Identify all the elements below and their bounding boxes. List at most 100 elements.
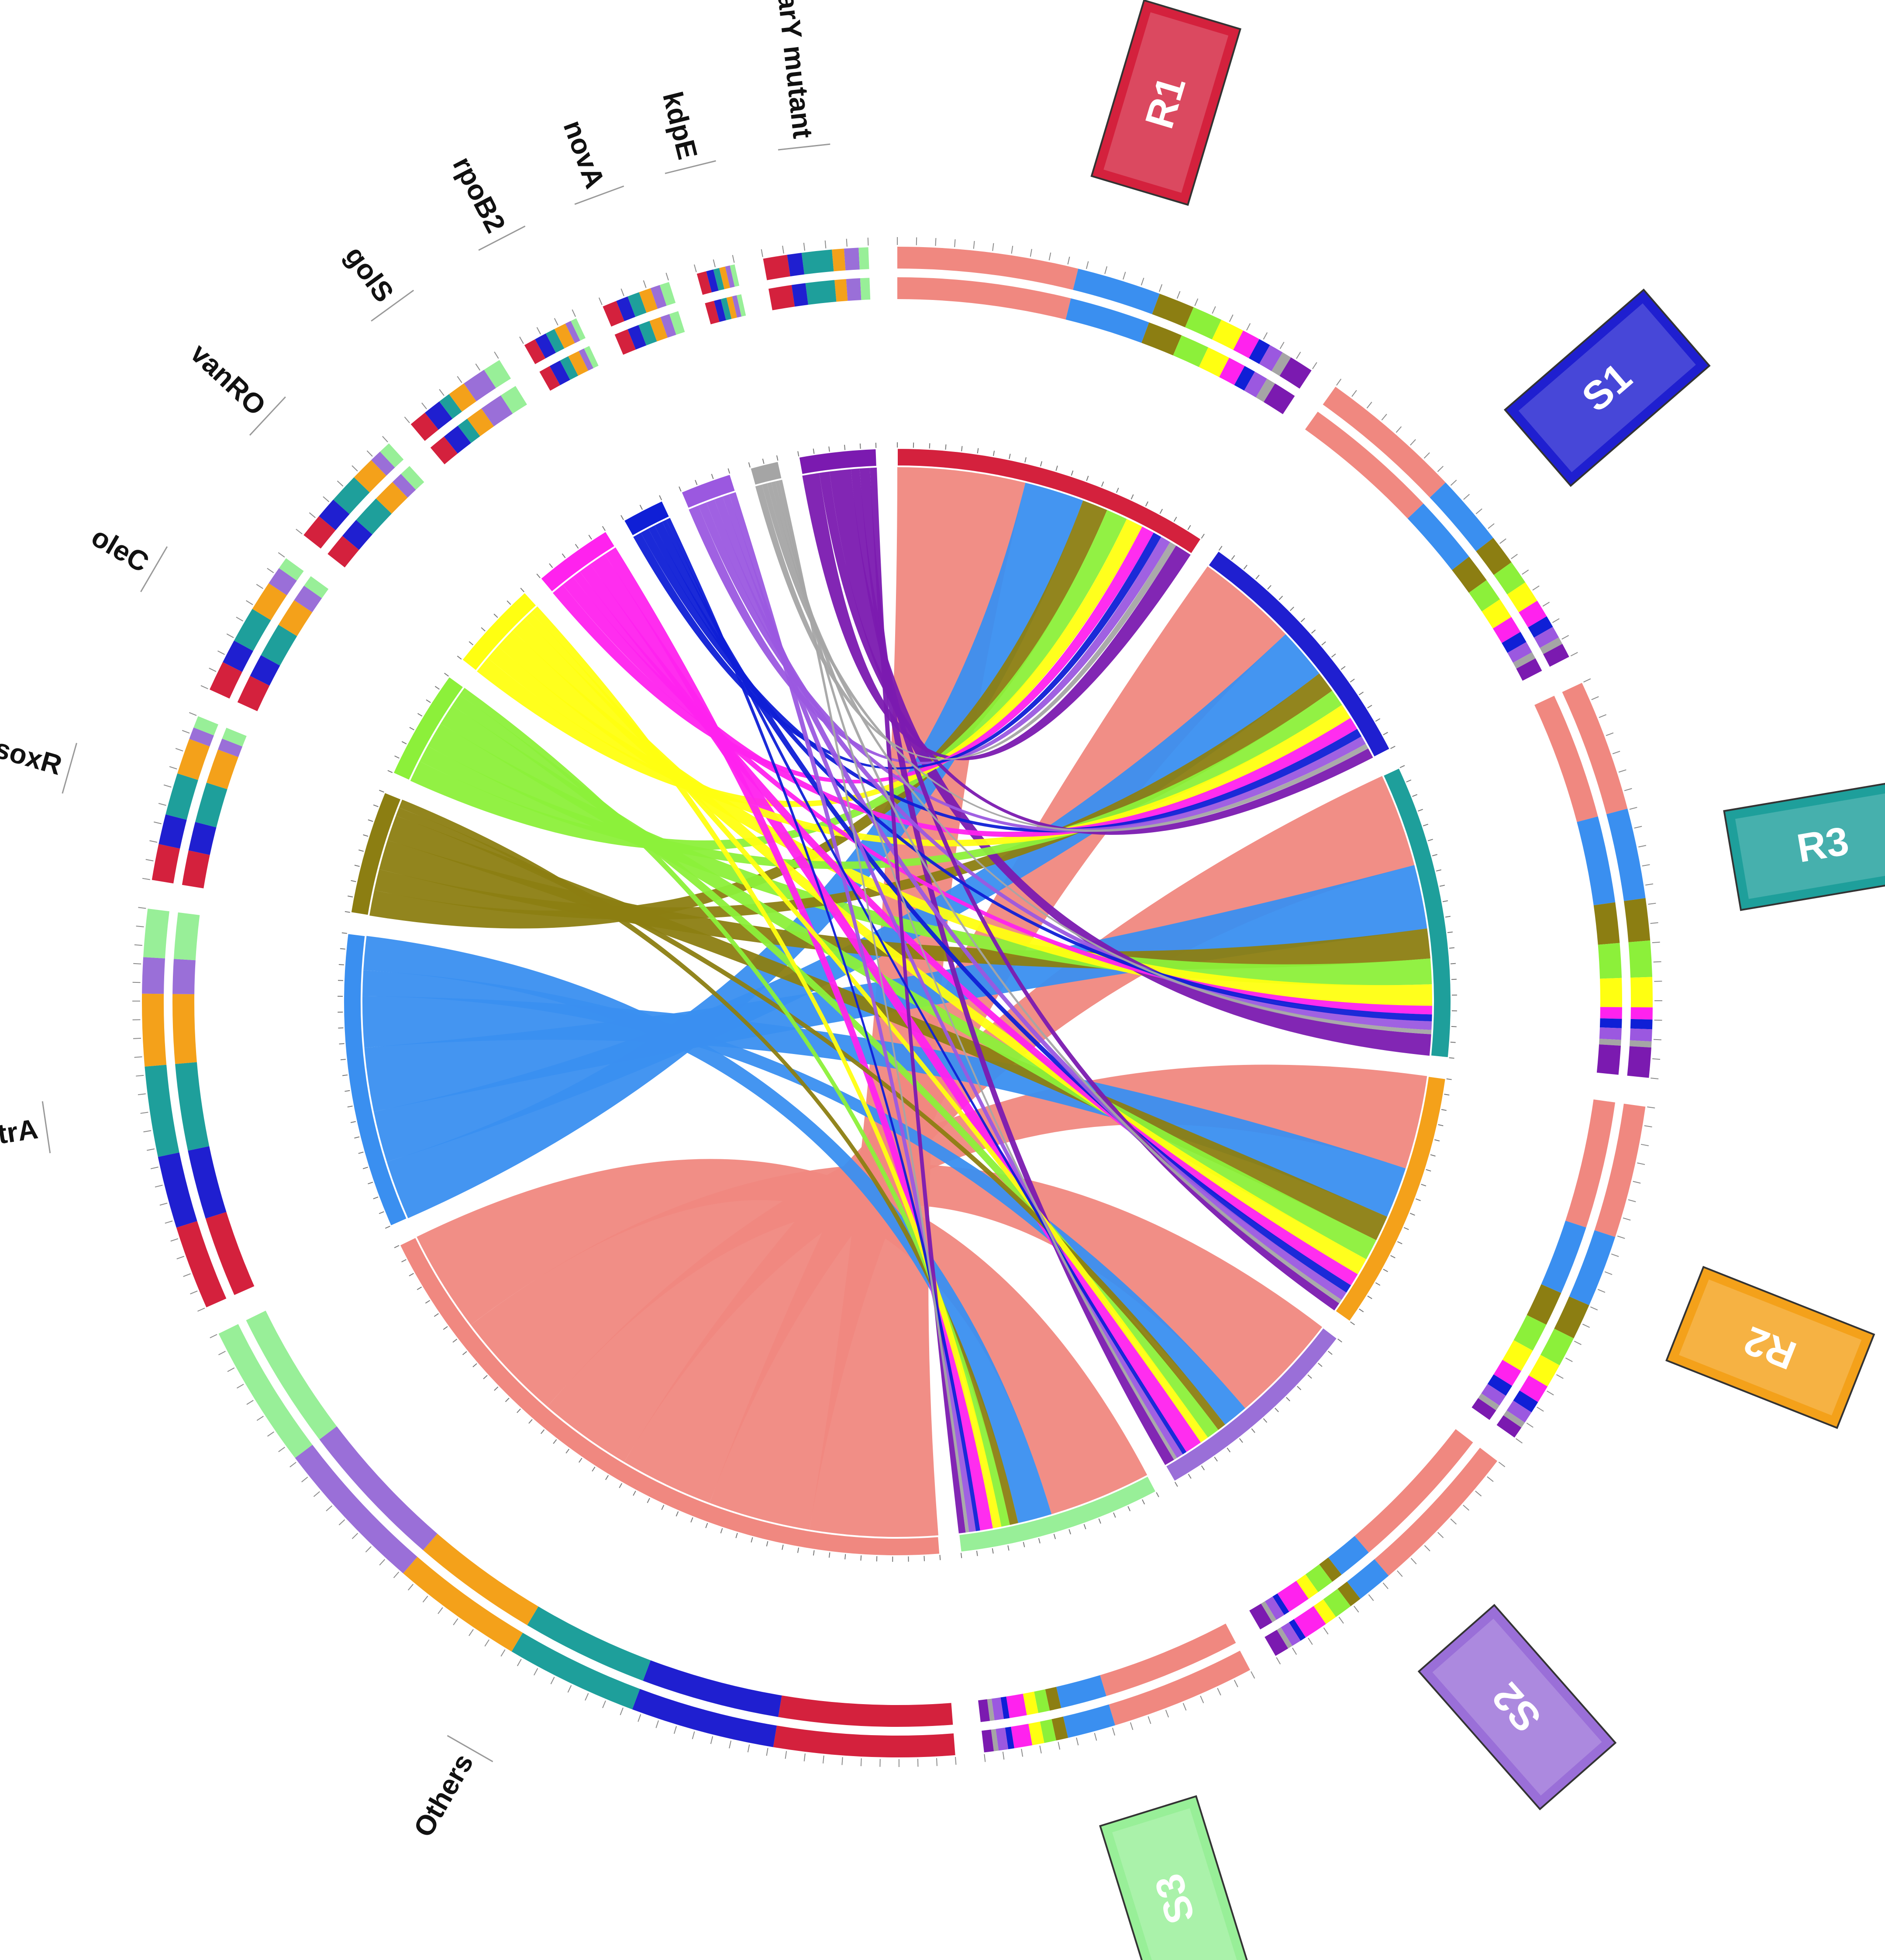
outer-ring-1-segment: [1000, 1696, 1010, 1719]
outer-tick: [1437, 1532, 1444, 1538]
outer-tick: [1212, 306, 1216, 314]
outer-ring-1-segment: [1141, 322, 1182, 356]
outer-tick: [1516, 1438, 1523, 1444]
inner-arc-s1: [1207, 550, 1391, 758]
outer-tick: [935, 238, 937, 246]
inner-tick: [520, 588, 525, 592]
inner-tick: [1300, 618, 1305, 622]
inner-tick: [1071, 470, 1074, 476]
outer-ring-1-segment: [444, 425, 471, 454]
gene-label-bracket: [249, 396, 286, 436]
sample-label-box: [1090, 0, 1242, 206]
outer-tick: [1556, 1374, 1564, 1379]
inner-arc-s2: [1165, 1327, 1338, 1482]
inner-tick: [394, 1245, 400, 1248]
outer-ring-2-segment: [1347, 1559, 1389, 1599]
sample-label-bevel: [1103, 12, 1229, 193]
inner-arc-mtra: [343, 933, 408, 1226]
inner-tick: [338, 964, 344, 965]
outer-ring-2-segment: [1011, 1723, 1033, 1749]
outer-ring-1-segment: [1023, 1691, 1038, 1715]
outer-ring-1-segment: [1056, 1675, 1106, 1709]
inner-tick: [605, 1475, 609, 1480]
gene-label-text: parY mutant: [770, 0, 819, 140]
inner-tick: [462, 1351, 467, 1355]
outer-ring-1-segment: [423, 1533, 538, 1626]
inner-tick: [387, 770, 393, 773]
outer-ring-2-segment: [571, 318, 586, 341]
outer-ring-2-segment: [1528, 616, 1553, 638]
outer-tick: [1011, 245, 1013, 254]
inner-tick: [401, 1259, 407, 1263]
outer-ring-1-segment: [714, 299, 726, 322]
inner-tick: [766, 1541, 768, 1547]
outer-tick: [469, 1629, 474, 1636]
sample-label-bevel: [1112, 1808, 1239, 1960]
outer-tick: [1463, 1505, 1470, 1511]
inner-tick: [639, 505, 643, 510]
ribbon-S3-mtra: [363, 936, 1052, 1523]
ribbon-R2-olec: [441, 705, 1376, 1260]
outer-ring-2-segment: [449, 383, 476, 412]
inner-arc-others: [399, 1237, 941, 1556]
outer-ring-2-segment: [279, 558, 304, 581]
inner-tick: [425, 1300, 431, 1304]
outer-ring-2-segment: [252, 583, 287, 620]
outer-ring-1-segment: [1264, 383, 1295, 414]
inner-tick: [368, 819, 373, 822]
outer-tick: [1623, 1217, 1631, 1221]
ribbon-R2-mtra: [362, 996, 1406, 1217]
outer-ring-1-segment: [737, 294, 746, 317]
outer-ring-2-segment: [193, 716, 218, 736]
outer-ring-1-segment: [205, 1212, 255, 1295]
outer-ring-1-segment: [175, 1062, 210, 1151]
outer-tick: [226, 633, 234, 638]
outer-ring-2-segment: [1630, 1028, 1652, 1042]
inner-tick: [1432, 854, 1437, 857]
outer-ring-1-segment: [1199, 347, 1230, 377]
outer-tick: [175, 748, 183, 751]
inner-tick: [1098, 1518, 1101, 1524]
outer-ring-1-segment: [1507, 642, 1532, 663]
outer-ring-1-segment: [726, 296, 737, 319]
inner-tick: [1173, 517, 1177, 522]
inner-tick: [348, 896, 353, 898]
outer-ring-1-segment: [1219, 358, 1245, 385]
outer-tick: [182, 730, 190, 734]
inner-tick: [1024, 457, 1027, 463]
outer-ring-1-segment: [527, 1606, 651, 1681]
outer-tick: [1487, 1476, 1494, 1482]
outer-tick: [643, 280, 647, 288]
outer-tick: [1381, 413, 1387, 420]
outer-ring-2-segment: [650, 285, 667, 309]
outer-ring-2-segment: [1624, 898, 1651, 943]
outer-ring-2-segment: [639, 288, 658, 313]
outer-tick: [1604, 1271, 1613, 1275]
outer-ring-2-segment: [1630, 977, 1653, 1008]
outer-tick: [133, 1037, 141, 1039]
inner-tick: [797, 1547, 799, 1553]
outer-ring-2-segment: [991, 1729, 999, 1751]
inner-tick: [1358, 692, 1364, 696]
outer-ring-2-segment: [484, 360, 511, 388]
gene-label-bracket: [371, 289, 414, 322]
inner-tick: [1278, 596, 1283, 600]
outer-tick: [1633, 1181, 1641, 1184]
outer-tick: [550, 1677, 555, 1684]
outer-ring-1-segment: [356, 498, 392, 535]
outer-ring-1-segment: [261, 624, 297, 666]
outer-ring-1-segment: [1565, 1099, 1615, 1228]
inner-tick: [1297, 1386, 1302, 1390]
inner-tick: [1341, 666, 1346, 670]
inner-tick: [409, 1273, 414, 1277]
outer-tick: [1123, 272, 1126, 280]
outer-ring-2-segment: [1265, 1629, 1289, 1656]
outer-ring-1-segment: [660, 314, 676, 338]
outer-tick: [218, 1350, 226, 1355]
outer-ring-2-segment: [511, 1633, 640, 1709]
inner-tick: [1255, 575, 1260, 579]
inner-tick: [1175, 1481, 1178, 1487]
outer-ring-1-segment: [1244, 372, 1267, 398]
